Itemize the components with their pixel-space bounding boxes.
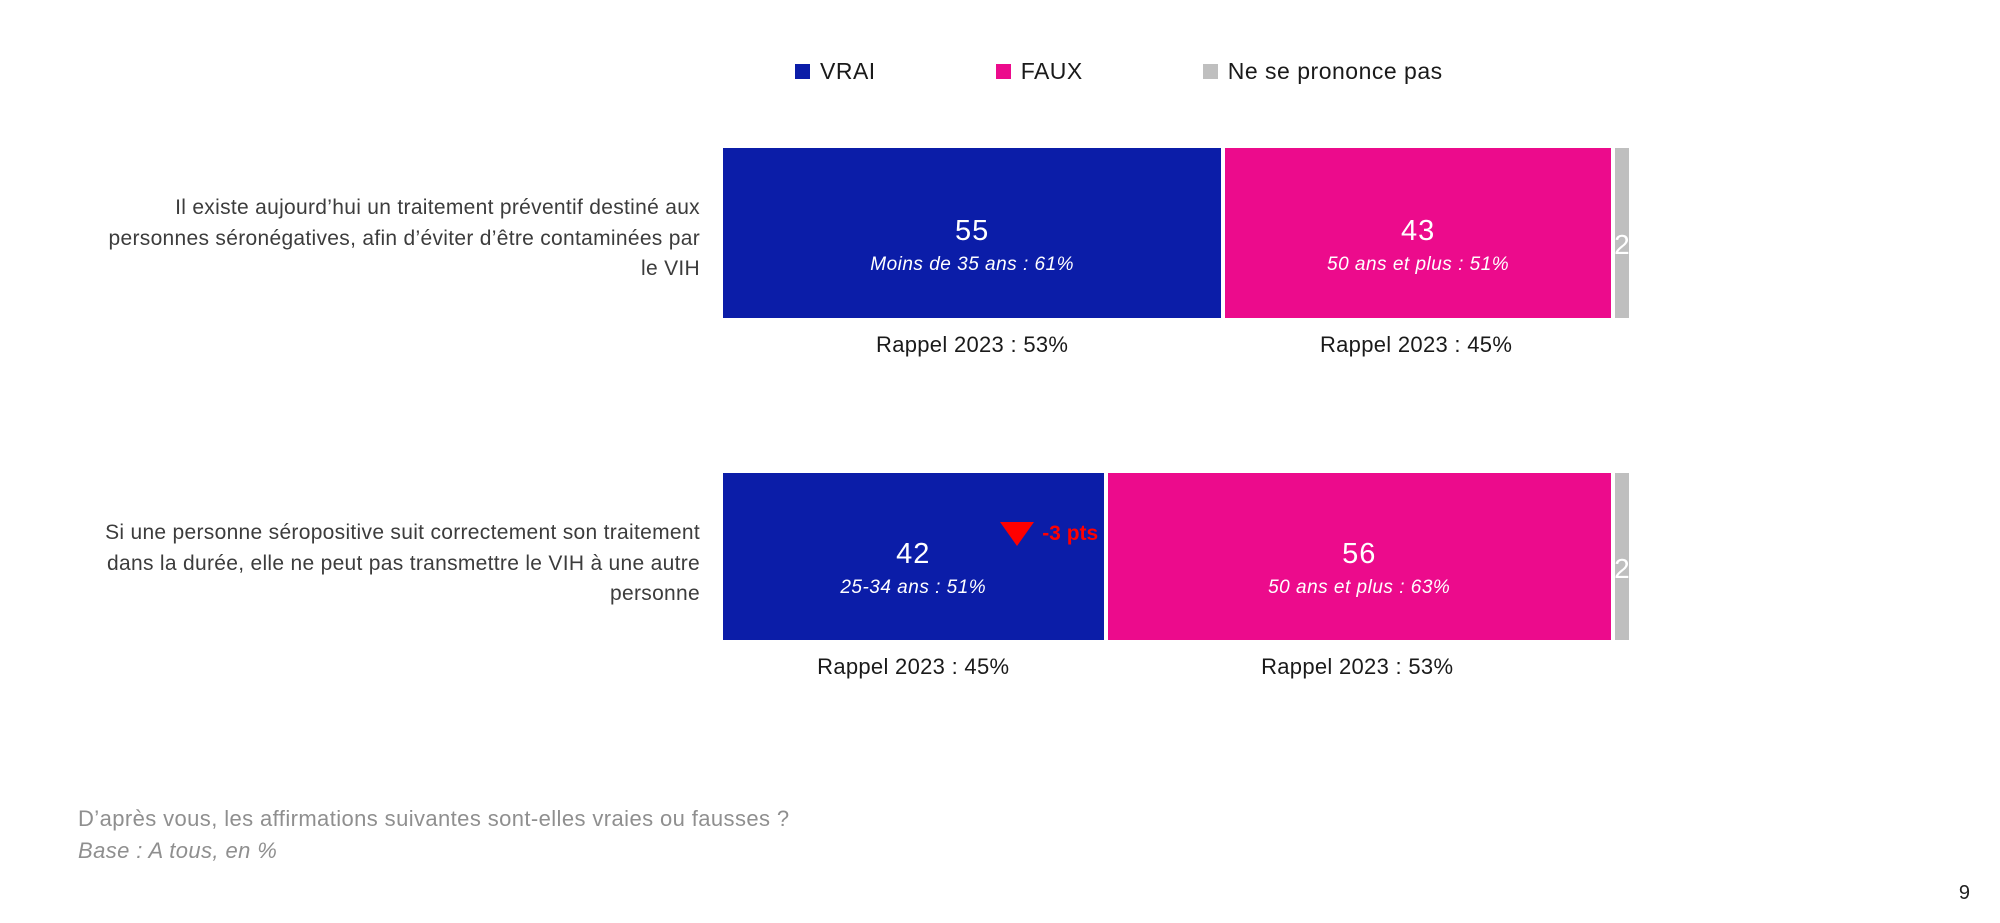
statement-text: Si une personne séropositive suit correc… [105,521,700,606]
rappel-cell-faux: Rappel 2023 : 45% [1221,332,1611,358]
footer-question: D’après vous, les affirmations suivantes… [78,806,790,831]
legend-label-nsp: Ne se prononce pas [1227,58,1443,84]
footer-base: Base : A tous, en % [78,838,278,863]
rappel-vrai: Rappel 2023 : 53% [876,332,1069,357]
delta-indicator: -3 pts [1000,522,1098,546]
segment-value: 42 [896,538,931,570]
legend: VRAI FAUX Ne se prononce pas [795,58,1443,85]
bar-segment-faux: 56 50 ans et plus : 63% [1103,473,1611,640]
bar-area: 42 -3 pts 25-34 ans : 51% 56 50 ans et pl… [723,473,1630,680]
rappel-cell-vrai: Rappel 2023 : 45% [723,654,1104,680]
segment-value: 2 [1614,552,1630,584]
bar-segment-vrai: 42 -3 pts 25-34 ans : 51% [723,473,1104,640]
segment-content: 55 Moins de 35 ans : 61% [870,215,1074,276]
delta-value: -3 pts [1042,522,1099,545]
bar-segment-nsp: 2 [1610,148,1630,318]
rappel-cell-nsp [1611,654,1629,680]
rappel-cell-faux: Rappel 2023 : 53% [1104,654,1611,680]
segment-subgroup: Moins de 35 ans : 61% [870,253,1075,275]
statement-text: Il existe aujourd’hui un traitement prév… [108,196,700,281]
rappel-cell-nsp [1611,332,1629,358]
rappel-row: Rappel 2023 : 45% Rappel 2023 : 53% [723,654,1629,680]
rappel-cell-vrai: Rappel 2023 : 53% [723,332,1221,358]
bar-segment-vrai: 55 Moins de 35 ans : 61% [723,148,1222,318]
stacked-bar: 55 Moins de 35 ans : 61% 43 50 ans et pl… [723,148,1630,318]
legend-swatch-faux-icon [995,64,1011,79]
footer: D’après vous, les affirmations suivantes… [78,806,790,864]
segment-value: 2 [1614,229,1630,260]
segment-subgroup: 25-34 ans : 51% [840,577,987,598]
statement-block: Il existe aujourd’hui un traitement prév… [100,148,700,318]
segment-subgroup: 50 ans et plus : 51% [1327,253,1510,275]
bar-segment-nsp: 2 [1610,473,1630,640]
rappel-row: Rappel 2023 : 53% Rappel 2023 : 45% [723,332,1629,358]
legend-item-nsp: Ne se prononce pas [1202,58,1443,85]
legend-label-vrai: VRAI [820,58,876,84]
rappel-faux: Rappel 2023 : 53% [1261,654,1454,679]
legend-swatch-nsp-icon [1202,64,1218,79]
legend-item-faux: FAUX [995,58,1083,85]
segment-value: 55 [955,214,990,247]
segment-content: 42 -3 pts 25-34 ans : 51% [840,522,1098,599]
segment-subgroup: 50 ans et plus : 63% [1268,577,1451,598]
segment-value: 56 [1342,538,1377,570]
rappel-vrai: Rappel 2023 : 45% [817,654,1010,679]
legend-swatch-vrai-icon [795,64,810,79]
rappel-faux: Rappel 2023 : 45% [1319,332,1513,357]
segment-content: 56 50 ans et plus : 63% [1268,538,1450,599]
stacked-bar: 42 -3 pts 25-34 ans : 51% 56 50 ans et pl… [723,473,1630,640]
page-number: 9 [1958,882,1970,904]
statement-block: Si une personne séropositive suit correc… [100,473,700,643]
segment-value: 43 [1400,214,1436,247]
triangle-down-icon [1000,522,1035,546]
legend-item-vrai: VRAI [795,58,876,85]
legend-label-faux: FAUX [1020,58,1083,84]
bar-segment-faux: 43 50 ans et plus : 51% [1221,148,1611,318]
segment-content: 43 50 ans et plus : 51% [1327,215,1509,276]
bar-area: 55 Moins de 35 ans : 61% 43 50 ans et pl… [723,148,1630,358]
